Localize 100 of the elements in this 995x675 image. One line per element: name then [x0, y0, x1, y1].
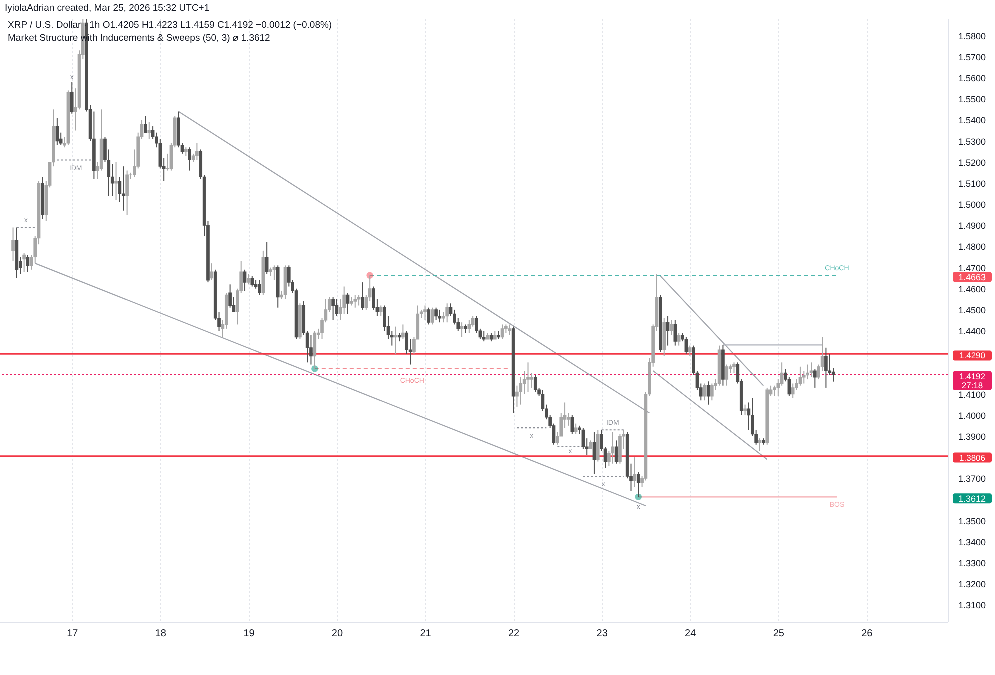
candlestick [530, 372, 534, 388]
x-tick-label: 19 [244, 628, 256, 640]
candlestick [346, 292, 350, 315]
candlestick [482, 330, 486, 342]
candlestick [56, 118, 60, 146]
y-tick-label: 1.5700 [958, 52, 986, 62]
y-tick-label: 1.3612 [958, 494, 986, 504]
y-tick-label: 1.5300 [958, 136, 986, 147]
candlestick [210, 263, 214, 281]
candlestick [126, 170, 129, 216]
candlestick [12, 227, 15, 262]
candlestick [666, 316, 670, 346]
candlestick [791, 383, 795, 400]
candlestick [247, 274, 250, 286]
x-tick-label: 22 [508, 628, 520, 640]
candlestick [335, 298, 339, 317]
x-tick-label: 17 [67, 628, 79, 640]
candlestick [744, 404, 747, 416]
candlestick [188, 147, 192, 172]
candlestick [427, 307, 431, 326]
candlestick [534, 374, 538, 393]
y-tick-label: 1.4100 [958, 390, 986, 400]
candlestick [122, 166, 126, 212]
y-tick-label: 1.5000 [958, 200, 986, 210]
candlestick [361, 282, 364, 310]
x-tick-label: 23 [596, 628, 608, 640]
y-tick-label: 1.3200 [958, 580, 986, 590]
candlestick [710, 383, 714, 402]
candlestick [332, 296, 335, 321]
ref-line-label: 1.4290 [960, 350, 986, 361]
candlestick [684, 336, 688, 355]
candlestick [424, 305, 427, 321]
candlestick [725, 364, 729, 386]
candlestick [70, 82, 74, 114]
x-tick-label: 20 [332, 628, 344, 640]
candlestick [824, 347, 828, 388]
ref-line-label: 1.4192 27:18 [960, 371, 986, 390]
candlestick [814, 368, 817, 388]
y-tick-label: 1.4000 [958, 410, 986, 421]
x-tick-label: 21 [420, 628, 432, 640]
candlestick [788, 376, 792, 397]
candlestick [144, 115, 148, 134]
candlestick [688, 345, 692, 357]
y-tick-label: 1.5500 [958, 94, 986, 105]
y-tick-label: 1.5100 [958, 178, 986, 189]
ref-line-label: 1.3806 [960, 452, 986, 463]
candlestick [570, 414, 574, 435]
candlestick [258, 280, 262, 296]
candlestick [114, 162, 118, 201]
candlestick [526, 362, 530, 393]
candlestick [243, 269, 247, 292]
text: IyiolaAdrian created, Mar 25, 2026 15:32 UTC+1 [5, 3, 210, 14]
x-tick-label: 18 [155, 628, 167, 640]
y-tick-label: 1.4700 [958, 263, 986, 274]
candlestick [196, 142, 199, 161]
candlestick [670, 320, 674, 336]
y-tick-label: 1.4600 [958, 284, 986, 294]
candlestick [394, 326, 398, 355]
candlestick [310, 334, 313, 366]
x-tick-label: 26 [862, 628, 874, 640]
candlestick [677, 332, 681, 346]
y-tick-label: 1.5800 [958, 31, 986, 42]
candlestick [446, 303, 449, 324]
chart-title: XRP / U.S. Dollar · 1h O1.4205 H1.4223 L1.4159 C1.4192 −0.0012 (−0.08%) [8, 20, 332, 31]
candlestick [26, 254, 30, 273]
candlestick [500, 324, 504, 340]
candlestick [574, 423, 578, 435]
candlestick [430, 307, 434, 326]
y-tick-label: 1.5600 [958, 74, 986, 84]
candlestick [22, 252, 26, 273]
y-tick-label: 1.3700 [958, 474, 986, 484]
candlestick [379, 305, 383, 317]
candlestick [434, 307, 438, 321]
candlestick [567, 412, 570, 426]
candlestick [674, 320, 678, 346]
y-tick-label: 1.4500 [958, 305, 986, 316]
y-tick-label: 1.4900 [958, 221, 986, 232]
y-tick-label: 1.3100 [958, 600, 986, 611]
candlestick [228, 284, 232, 308]
candlestick [798, 366, 802, 386]
candlestick [250, 276, 254, 288]
candlestick [148, 122, 152, 140]
candlestick [468, 320, 472, 334]
y-tick-label: 1.3900 [958, 432, 986, 442]
y-tick-label: 1.4400 [958, 326, 986, 337]
y-tick-label: 1.3500 [958, 516, 986, 526]
y-tick-label: 1.5400 [958, 116, 986, 126]
candlestick [460, 322, 464, 338]
candlestick [592, 432, 596, 475]
candlestick [508, 324, 512, 336]
candlestick [732, 362, 736, 374]
y-tick-label: 1.3300 [958, 558, 986, 568]
candlestick [402, 324, 405, 340]
candlestick [633, 457, 637, 488]
x-tick-label: 25 [773, 628, 785, 640]
candlestick [614, 440, 618, 464]
candlestick [806, 364, 810, 380]
y-tick-label: 1.4800 [958, 242, 986, 252]
candlestick [703, 383, 706, 402]
candlestick [611, 432, 615, 464]
